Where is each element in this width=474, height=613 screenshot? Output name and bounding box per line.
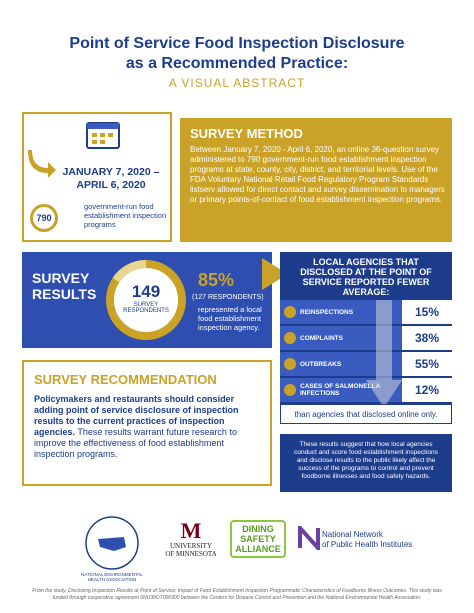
row-icon: [284, 306, 296, 318]
down-arrow: [366, 300, 402, 408]
row-icon: [284, 332, 296, 344]
row-value: 55%: [402, 352, 452, 376]
section-body: Between January 7, 2020 - April 6, 2020,…: [190, 145, 445, 204]
percent: 85%: [198, 270, 235, 290]
subtitle: A VISUAL ABSTRACT: [168, 76, 306, 90]
bold-text: Policymakers and restaurants should cons…: [34, 394, 239, 437]
umn-mark: M: [180, 518, 202, 543]
row-icon: [284, 358, 296, 370]
count-label: government-run food establishment inspec…: [84, 202, 167, 229]
nnphi-logo: National Network of Public Health Instit…: [322, 530, 412, 550]
gold-arrow: [262, 258, 288, 290]
dsa-line: SAFETY: [240, 534, 276, 544]
row-value: 15%: [402, 300, 452, 324]
agencies-box: LOCAL AGENCIES THAT DISCLOSED AT THE POI…: [280, 252, 452, 424]
umn-logo: M UNIVERSITY OF MINNESOTA: [160, 518, 222, 559]
neha-logo: [85, 516, 139, 570]
umn-line: OF MINNESOTA: [165, 550, 217, 558]
row-icon: [284, 384, 296, 396]
percent-label: represented a local food establishment i…: [198, 305, 262, 332]
row-label: OUTBREAKS: [300, 360, 342, 368]
section-title: SURVEY METHOD: [190, 126, 303, 141]
arrow-icon: [28, 150, 56, 178]
title-line: SURVEY: [32, 270, 90, 286]
row-label: CASES OF SALMONELLA INFECTIONS: [300, 383, 380, 397]
row-value: 38%: [402, 326, 452, 350]
respondents: 149: [131, 282, 161, 301]
umn-line: UNIVERSITY: [170, 542, 212, 550]
recommendation-box: SURVEY RECOMMENDATION Policymakers and r…: [22, 360, 272, 486]
count-badge: 790: [30, 204, 58, 232]
donut: [106, 259, 186, 340]
title-line: RESULTS: [32, 286, 97, 302]
agencies-title: LOCAL AGENCIES THAT DISCLOSED AT THE POI…: [300, 257, 432, 297]
date-line: APRIL 6, 2020: [76, 179, 146, 191]
footnote: From the study, Disclosing Inspection Re…: [32, 588, 442, 601]
agency-row: COMPLAINTS 38%: [280, 326, 452, 350]
agency-row: OUTBREAKS 55%: [280, 352, 452, 376]
row-label: COMPLAINTS: [300, 334, 343, 342]
recommendation-text: Policymakers and restaurants should cons…: [34, 394, 262, 460]
agencies-footer: than agencies that disclosed online only…: [280, 404, 452, 424]
title-line: as a Recommended Practice:: [125, 55, 349, 72]
title: Point of Service Food Inspection Disclos…: [0, 34, 474, 74]
section-title: SURVEY RECOMMENDATION: [34, 372, 217, 387]
calendar-icon: [86, 122, 120, 149]
neha-name: NATIONAL ENVIRONMENTAL HEALTH ASSOCIATIO…: [81, 572, 143, 582]
agency-row: REINSPECTIONS 15%: [280, 300, 452, 324]
nnphi-line: of Public Health Institutes: [322, 540, 413, 549]
dsa-line: DINING: [242, 524, 274, 534]
percent-count: (127 RESPONDENTS): [192, 294, 264, 301]
dsa-logo: DINING SAFETY ALLIANCE: [230, 520, 286, 558]
dsa-line: ALLIANCE: [235, 544, 281, 554]
section-title: SURVEY RESULTS: [32, 270, 96, 302]
note-box: These results suggest that how local age…: [280, 434, 452, 492]
row-value: 12%: [402, 378, 452, 402]
text: These results warrant future research to…: [34, 427, 237, 459]
survey-results-box: SURVEY RESULTS 149 SURVEY RESPONDENTS 85…: [22, 252, 272, 348]
date-line: JANUARY 7, 2020 –: [62, 166, 160, 178]
agency-row: CASES OF SALMONELLA INFECTIONS 12%: [280, 378, 452, 402]
note: These results suggest that how local age…: [294, 441, 438, 480]
date-range: JANUARY 7, 2020 – APRIL 6, 2020: [50, 166, 172, 192]
title-line: Point of Service Food Inspection Disclos…: [69, 35, 405, 52]
respondents-label: SURVEY RESPONDENTS: [123, 302, 169, 314]
dates-box: JANUARY 7, 2020 – APRIL 6, 2020 790 gove…: [22, 112, 172, 242]
survey-method-box: SURVEY METHOD Between January 7, 2020 - …: [180, 118, 452, 242]
nnphi-line: National Network: [322, 530, 383, 539]
nnphi-mark: [298, 526, 320, 550]
row-label: REINSPECTIONS: [300, 308, 354, 316]
